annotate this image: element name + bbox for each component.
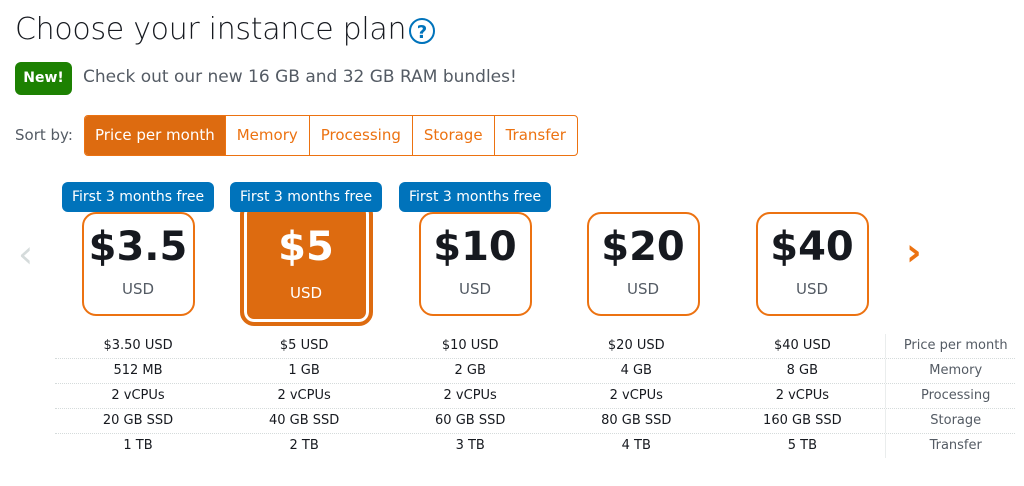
table-row: 512 MB 1 GB 2 GB 4 GB 8 GB Memory bbox=[55, 359, 1015, 384]
spec-cell: 2 vCPUs bbox=[443, 388, 497, 403]
chevron-left-icon[interactable]: ‹ bbox=[18, 232, 34, 276]
spec-label: Price per month bbox=[885, 334, 1015, 358]
plan-card[interactable]: $3.5 USD bbox=[81, 212, 195, 316]
plan-currency: USD bbox=[795, 280, 829, 298]
free-months-badge: First 3 months free bbox=[62, 182, 215, 212]
spec-cell: 2 vCPUs bbox=[277, 388, 331, 403]
spec-cell: 4 TB bbox=[621, 438, 651, 453]
spec-cell: 1 TB bbox=[123, 438, 153, 453]
tab-processing[interactable]: Processing bbox=[308, 116, 412, 155]
tab-transfer[interactable]: Transfer bbox=[493, 116, 577, 155]
spec-label: Processing bbox=[885, 384, 1015, 408]
spec-cell: 512 MB bbox=[113, 363, 163, 378]
spec-cell: 8 GB bbox=[786, 363, 819, 378]
plan-price: $3.5 bbox=[88, 224, 188, 270]
plan-price: $5 bbox=[278, 224, 334, 270]
page-title: Choose your instance plan bbox=[15, 12, 407, 47]
free-months-badge: First 3 months free bbox=[230, 182, 383, 212]
plan-currency: USD bbox=[289, 284, 323, 302]
tab-storage[interactable]: Storage bbox=[411, 116, 494, 155]
spec-cell: 40 GB SSD bbox=[268, 413, 340, 428]
chevron-right-icon[interactable]: › bbox=[906, 230, 922, 274]
table-row: 1 TB 2 TB 3 TB 4 TB 5 TB Transfer bbox=[55, 434, 1015, 458]
spec-cell: 4 GB bbox=[620, 363, 652, 378]
spec-cell: 2 GB bbox=[454, 363, 486, 378]
spec-cell: $3.50 USD bbox=[103, 338, 173, 353]
sort-label: Sort by: bbox=[15, 126, 73, 144]
table-row: $3.50 USD $5 USD $10 USD $20 USD $40 USD Pric… bbox=[55, 334, 1015, 359]
spec-label: Storage bbox=[885, 409, 1015, 433]
sort-tabs: Price per month Memory Processing Storage Tr… bbox=[84, 115, 578, 156]
new-badge: New! bbox=[15, 62, 72, 95]
plan-card[interactable]: $10 USD bbox=[418, 212, 532, 316]
plan-price: $20 bbox=[601, 224, 685, 270]
spec-cell: 60 GB SSD bbox=[435, 413, 506, 428]
spec-cell: $5 USD bbox=[279, 338, 329, 353]
spec-label: Memory bbox=[885, 359, 1015, 383]
notice-text: Check out our new 16 GB and 32 GB RAM bu… bbox=[83, 67, 517, 87]
spec-cell: 20 GB SSD bbox=[102, 413, 174, 428]
spec-cell: 1 GB bbox=[288, 363, 320, 378]
spec-cell: 80 GB SSD bbox=[601, 413, 672, 428]
plan-currency: USD bbox=[121, 280, 155, 298]
spec-cell: 2 TB bbox=[289, 438, 319, 453]
tab-memory[interactable]: Memory bbox=[224, 116, 309, 155]
plan-price: $10 bbox=[433, 224, 517, 270]
plan-price: $40 bbox=[770, 224, 854, 270]
table-row: 2 vCPUs 2 vCPUs 2 vCPUs 2 vCPUs 2 vCPUs Proce… bbox=[55, 384, 1015, 409]
spec-cell: 3 TB bbox=[455, 438, 485, 453]
tab-price-per-month[interactable]: Price per month bbox=[85, 116, 225, 155]
plan-card[interactable]: $40 USD bbox=[755, 212, 869, 316]
plan-currency: USD bbox=[626, 280, 660, 298]
spec-cell: 2 vCPUs bbox=[111, 388, 165, 403]
spec-table: $3.50 USD $5 USD $10 USD $20 USD $40 USD Pric… bbox=[55, 334, 1015, 458]
spec-label: Transfer bbox=[885, 434, 1015, 458]
spec-cell: $10 USD bbox=[441, 338, 499, 353]
spec-cell: 2 vCPUs bbox=[775, 388, 829, 403]
spec-cell: $40 USD bbox=[773, 338, 831, 353]
plan-card[interactable]: $20 USD bbox=[586, 212, 700, 316]
free-months-badge: First 3 months free bbox=[399, 182, 552, 212]
table-row: 20 GB SSD 40 GB SSD 60 GB SSD 80 GB SSD 160 … bbox=[55, 409, 1015, 434]
spec-cell: 5 TB bbox=[787, 438, 817, 453]
question-circle-icon[interactable]: ? bbox=[409, 18, 435, 44]
spec-cell: 160 GB SSD bbox=[763, 413, 842, 428]
spec-cell: $20 USD bbox=[607, 338, 665, 353]
plan-currency: USD bbox=[458, 280, 492, 298]
plan-card[interactable]: $5 USD bbox=[239, 200, 373, 326]
spec-cell: 2 vCPUs bbox=[609, 388, 663, 403]
